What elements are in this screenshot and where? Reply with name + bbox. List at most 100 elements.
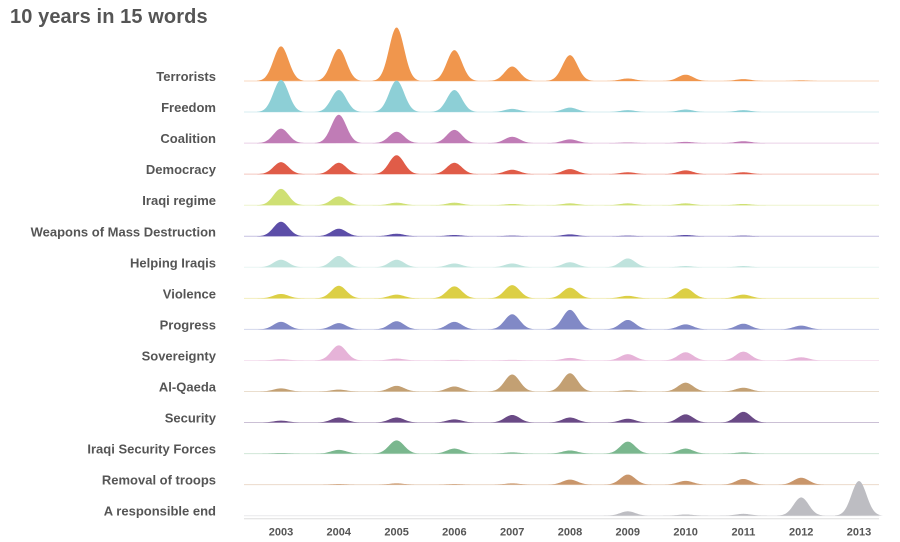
row-label: Iraqi regime — [142, 193, 216, 208]
density-peak — [661, 203, 710, 206]
ridgeline-rows: Terrorists Freedom Coalition Democracy Iraqi… — [31, 27, 883, 519]
density-peak — [661, 448, 710, 454]
density-peak — [719, 452, 768, 454]
density-peak — [430, 263, 479, 268]
density-peak — [661, 352, 710, 361]
x-tick-label: 2005 — [384, 527, 408, 539]
density-peak — [835, 481, 883, 516]
density-peak — [372, 440, 421, 454]
ridge-row: Democracy — [146, 155, 879, 177]
x-tick-label: 2004 — [327, 527, 352, 539]
row-label: Terrorists — [156, 69, 216, 84]
density-peak — [546, 417, 594, 423]
density-peak — [430, 202, 479, 206]
density-peak — [603, 418, 652, 423]
density-peak — [257, 293, 305, 299]
density-peak — [546, 139, 594, 144]
density-peak — [719, 323, 768, 330]
density-peak — [430, 359, 479, 361]
density-peak — [719, 141, 768, 144]
density-peak — [430, 50, 479, 81]
density-peak — [488, 414, 537, 423]
density-peak — [603, 390, 652, 392]
density-peak — [314, 484, 363, 485]
row-label: Helping Iraqis — [130, 255, 216, 270]
density-peak — [430, 448, 479, 454]
density-peak — [603, 235, 652, 237]
x-tick-label: 2012 — [789, 527, 813, 539]
density-peak — [372, 294, 421, 299]
density-peak — [719, 79, 768, 81]
density-peak — [430, 386, 479, 392]
density-peak — [257, 79, 305, 113]
density-peak — [257, 46, 305, 81]
density-peak — [372, 131, 421, 144]
density-peak — [430, 129, 479, 144]
density-peak — [430, 162, 479, 175]
ridge-row: Violence — [163, 285, 879, 301]
x-tick-label: 2011 — [731, 527, 755, 539]
row-label: Violence — [163, 286, 216, 301]
x-axis: 2003 2004 2005 2006 2007 2008 2009 2010 2011 2012… — [244, 518, 879, 539]
density-peak — [661, 266, 710, 268]
density-peak — [257, 321, 305, 330]
density-peak — [603, 142, 652, 144]
density-peak — [661, 382, 710, 392]
density-peak — [546, 309, 594, 330]
density-peak — [777, 325, 826, 330]
density-peak — [603, 319, 652, 330]
density-peak — [314, 255, 363, 268]
x-tick-label: 2009 — [616, 527, 640, 539]
density-peak — [661, 480, 710, 485]
density-peak — [257, 388, 305, 392]
density-peak — [314, 345, 363, 361]
density-peak — [488, 66, 537, 81]
density-peak — [314, 114, 363, 144]
density-peak — [372, 155, 421, 175]
density-peak — [719, 203, 768, 206]
density-peak — [372, 358, 421, 361]
density-peak — [372, 321, 421, 330]
density-peak — [719, 235, 768, 237]
density-peak — [603, 354, 652, 361]
density-peak — [430, 484, 479, 485]
density-peak — [603, 295, 652, 299]
row-label: Al-Qaeda — [159, 380, 217, 395]
row-label: Weapons of Mass Destruction — [31, 224, 216, 239]
density-peak — [661, 141, 710, 144]
density-peak — [314, 48, 363, 81]
density-peak — [430, 286, 479, 299]
density-peak — [546, 357, 594, 361]
density-peak — [546, 450, 594, 454]
chart-title: 10 years in 15 words — [10, 6, 208, 28]
density-peak — [603, 203, 652, 206]
density-peak — [430, 419, 479, 423]
density-peak — [661, 324, 710, 330]
ridge-row: Iraqi Security Forces — [87, 440, 879, 457]
density-peak — [257, 259, 305, 268]
density-peak — [603, 511, 652, 516]
density-peak — [603, 258, 652, 268]
density-peak — [430, 234, 479, 237]
ridge-row: A responsible end — [104, 481, 883, 519]
density-peak — [777, 357, 826, 361]
ridge-row: Removal of troops — [102, 473, 879, 488]
density-peak — [777, 497, 826, 516]
density-peak — [719, 411, 768, 423]
row-label: Coalition — [160, 131, 216, 146]
density-peak — [314, 285, 363, 299]
row-label: A responsible end — [104, 504, 216, 519]
density-peak — [372, 233, 421, 237]
row-label: Freedom — [161, 100, 216, 115]
density-peak — [488, 452, 537, 454]
density-peak — [314, 90, 363, 113]
density-peak — [314, 389, 363, 392]
density-peak — [661, 74, 710, 81]
density-peak — [719, 294, 768, 299]
density-peak — [719, 172, 768, 175]
density-peak — [546, 234, 594, 237]
density-peak — [372, 27, 421, 81]
density-peak — [488, 285, 537, 299]
row-label: Removal of troops — [102, 473, 216, 488]
